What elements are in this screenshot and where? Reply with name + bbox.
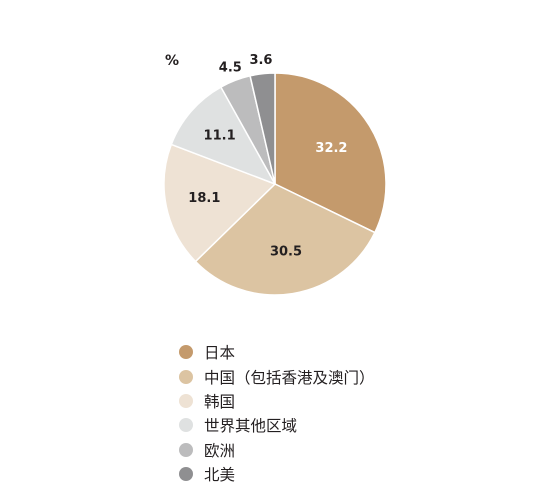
legend-swatch xyxy=(179,418,193,433)
legend-label: 韩国 xyxy=(204,392,236,411)
pie-slice-2 xyxy=(194,183,376,296)
legend-swatch xyxy=(179,442,193,457)
legend-swatch xyxy=(179,369,193,384)
data-label-1: 32.2 xyxy=(315,141,347,156)
data-label-2: 30.5 xyxy=(270,244,302,259)
data-label-5: 4.5 xyxy=(219,60,242,75)
legend-swatch xyxy=(179,345,193,360)
legend-label: 日本 xyxy=(204,344,236,363)
legend-item: 世界其他区域 xyxy=(179,413,375,437)
unit-label: % xyxy=(165,53,180,69)
data-label-6: 3.6 xyxy=(249,53,272,68)
legend-item: 韩国 xyxy=(179,389,375,413)
legend-item: 北美 xyxy=(179,462,375,486)
legend-label: 欧洲 xyxy=(204,441,236,460)
pie-slice-6 xyxy=(249,72,276,185)
legend-swatch xyxy=(179,393,193,408)
legend-swatch xyxy=(179,467,193,482)
legend-item: 日本 xyxy=(179,340,375,364)
legend-item: 欧洲 xyxy=(179,438,375,462)
pie-slice-1 xyxy=(274,72,387,234)
chart-legend: 日本中国（包括香港及澳门） 韩国世界其他区域 欧洲北美 xyxy=(179,340,375,486)
data-label-4: 11.1 xyxy=(204,129,236,144)
legend-label: 世界其他区域 xyxy=(204,417,298,436)
pie-slice-4 xyxy=(170,86,277,186)
data-label-3: 18.1 xyxy=(188,191,220,206)
legend-label: 北美 xyxy=(204,466,236,485)
legend-label: 中国（包括香港及澳门） xyxy=(204,368,375,387)
legend-item: 中国（包括香港及澳门） xyxy=(179,364,375,388)
